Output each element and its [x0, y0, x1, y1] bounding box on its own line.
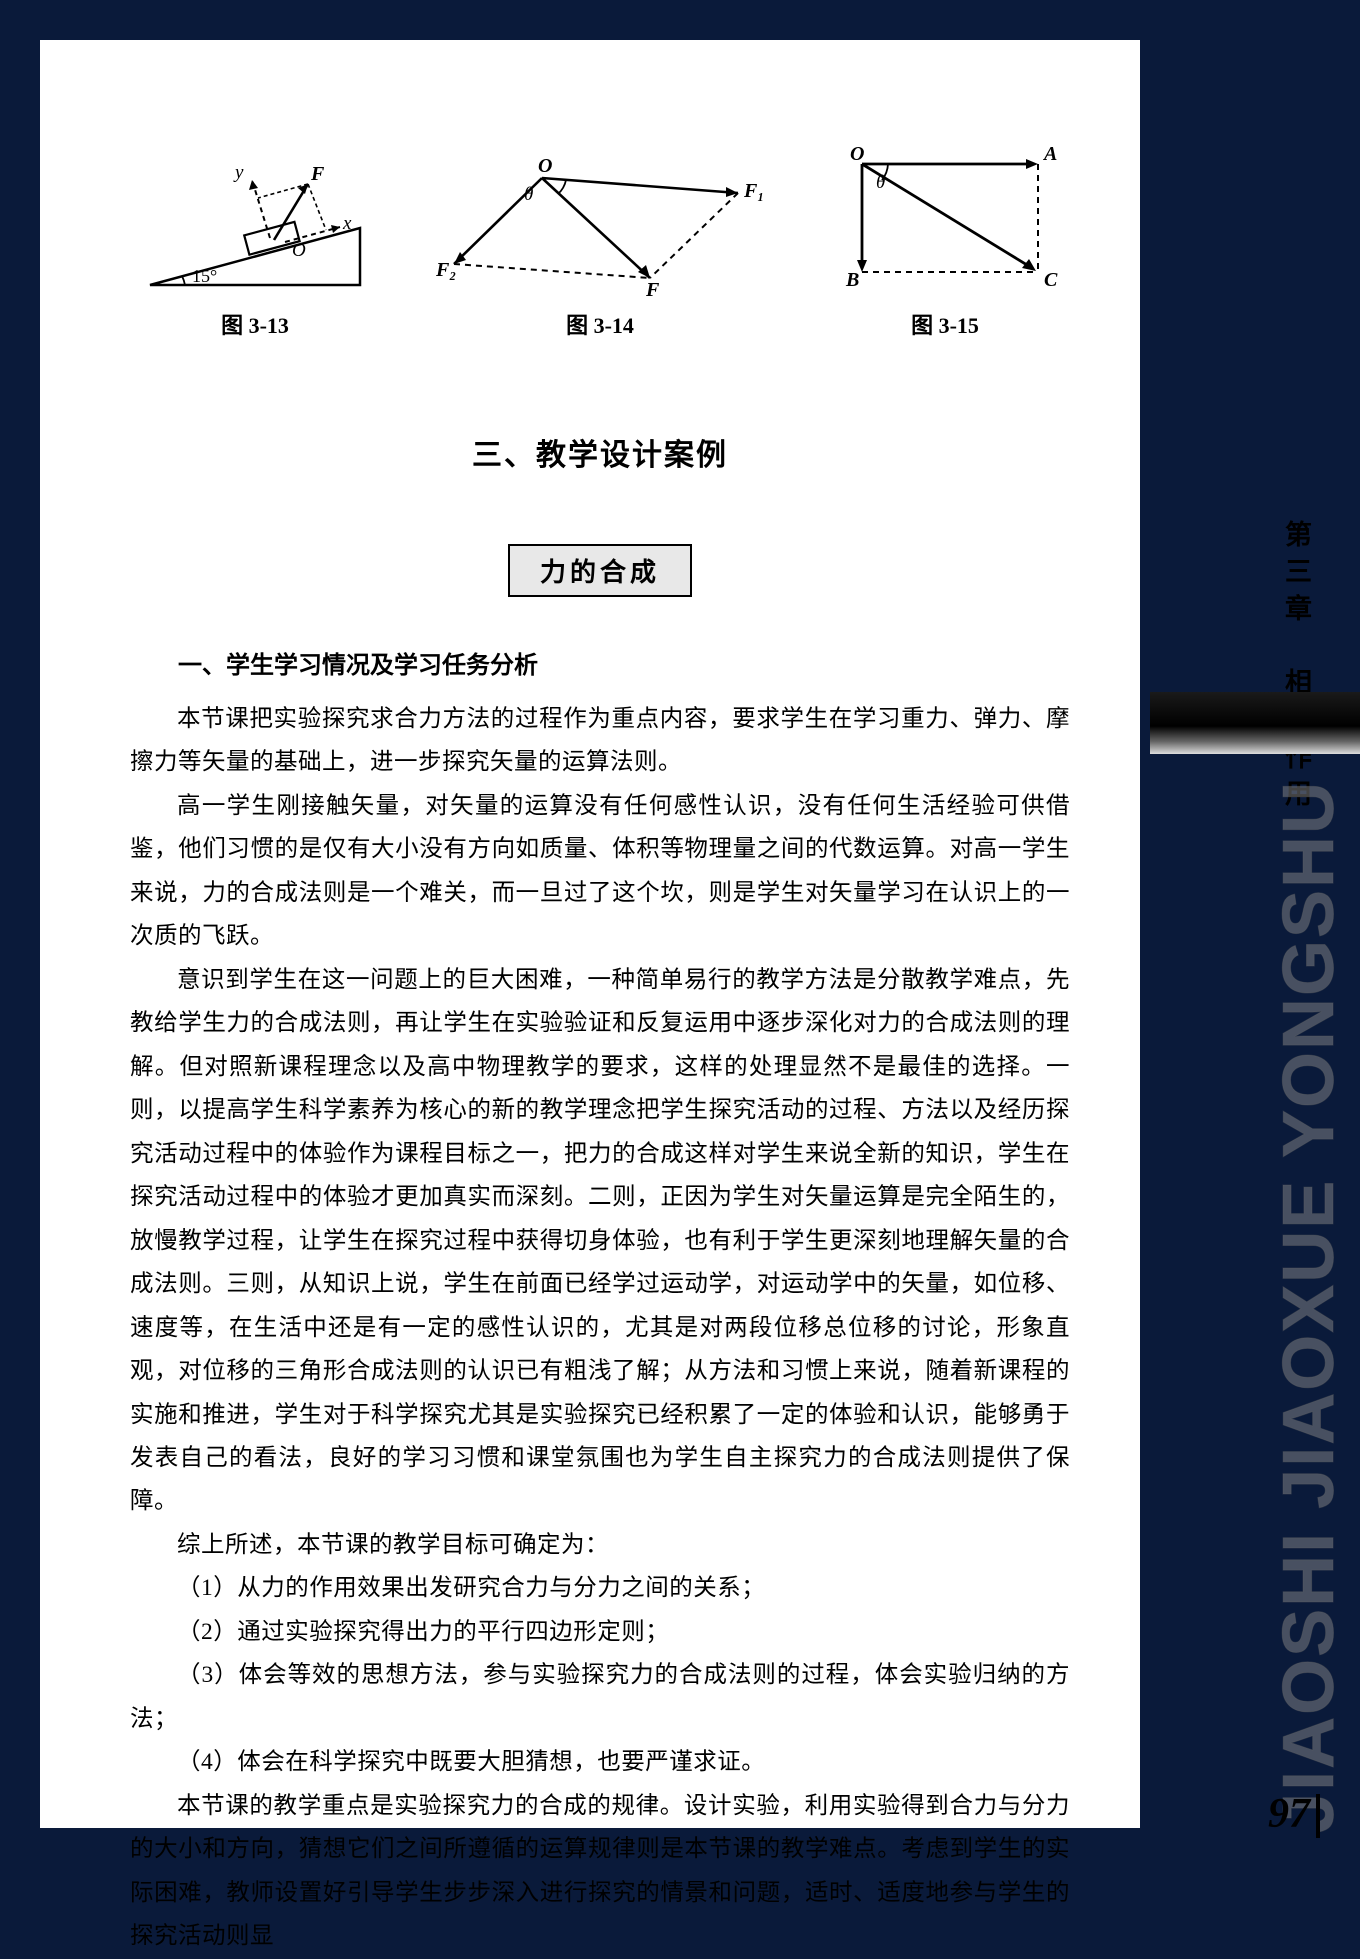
page-number-rule	[1316, 1794, 1320, 1838]
y-axis-label: y	[233, 162, 244, 183]
sidebar: 第三章 相互作用 JIAOSHI JIAOXUE YONGSHU	[1140, 0, 1360, 1868]
box-title-wrap: 力的合成	[130, 544, 1070, 597]
angle-label: 15°	[192, 266, 217, 286]
para: 意识到学生在这一问题上的巨大困难，一种简单易行的教学方法是分散教学难点，先教给学…	[130, 959, 1070, 1524]
para: 高一学生刚接触矢量，对矢量的运算没有任何感性认识，没有任何生活经验可供借鉴，他们…	[130, 785, 1070, 959]
theta-label: θ	[524, 184, 533, 205]
inclined-plane-diagram: 15° O x y F	[130, 150, 380, 300]
para-list: （2）通过实验探究得出力的平行四边形定则；	[130, 1611, 1070, 1654]
F2-label: F₂	[435, 259, 456, 281]
O-label: O	[850, 143, 864, 165]
para: 本节课的教学重点是实验探究力的合成的规律。设计实验，利用实验得到合力与分力的大小…	[130, 1785, 1070, 1959]
figure-3-13: 15° O x y F	[130, 150, 380, 340]
figures-row: 15° O x y F	[130, 140, 1070, 340]
F-label: F	[310, 163, 325, 185]
A-label: A	[1042, 143, 1057, 165]
page-number: 97	[1268, 1790, 1310, 1838]
B-label: B	[845, 269, 859, 291]
rectangle-diagram: O A B C θ	[820, 140, 1070, 300]
F-label: F	[645, 279, 660, 300]
para-list: （1）从力的作用效果出发研究合力与分力之间的关系；	[130, 1567, 1070, 1610]
figure-caption: 图 3-14	[430, 308, 770, 340]
box-title: 力的合成	[508, 544, 692, 597]
para-list: （4）体会在科学探究中既要大胆猜想，也要严谨求证。	[130, 1741, 1070, 1784]
origin-label: O	[292, 240, 306, 261]
F1-label: F₁	[743, 180, 764, 202]
figure-caption: 图 3-15	[820, 308, 1070, 340]
chapter-label: 第三章 相互作用	[1288, 520, 1316, 816]
page: 15° O x y F	[40, 40, 1140, 1828]
x-axis-label: x	[342, 213, 352, 234]
subheading-1: 一、学生学习情况及学习任务分析	[130, 645, 1070, 680]
section-title: 三、教学设计案例	[130, 430, 1070, 474]
para-list: （3）体会等效的思想方法，参与实验探究力的合成法则的过程，体会实验归纳的方法；	[130, 1654, 1070, 1741]
para: 综上所述，本节课的教学目标可确定为：	[130, 1524, 1070, 1567]
parallelogram-diagram: O F₁ F₂ θ F	[430, 150, 770, 300]
theta-label: θ	[876, 172, 885, 193]
O-label: O	[538, 155, 552, 177]
para: 本节课把实验探究求合力方法的过程作为重点内容，要求学生在学习重力、弹力、摩擦力等…	[130, 698, 1070, 785]
figure-3-14: O F₁ F₂ θ F 图 3-14	[430, 150, 770, 340]
figure-3-15: O A B C θ 图 3-15	[820, 140, 1070, 340]
sidebar-divider	[1150, 692, 1360, 754]
body-text: 本节课把实验探究求合力方法的过程作为重点内容，要求学生在学习重力、弹力、摩擦力等…	[130, 698, 1070, 1959]
pinyin-watermark: JIAOSHI JIAOXUE YONGSHU	[1268, 780, 1350, 1833]
C-label: C	[1044, 269, 1058, 291]
figure-caption: 图 3-13	[130, 308, 380, 340]
